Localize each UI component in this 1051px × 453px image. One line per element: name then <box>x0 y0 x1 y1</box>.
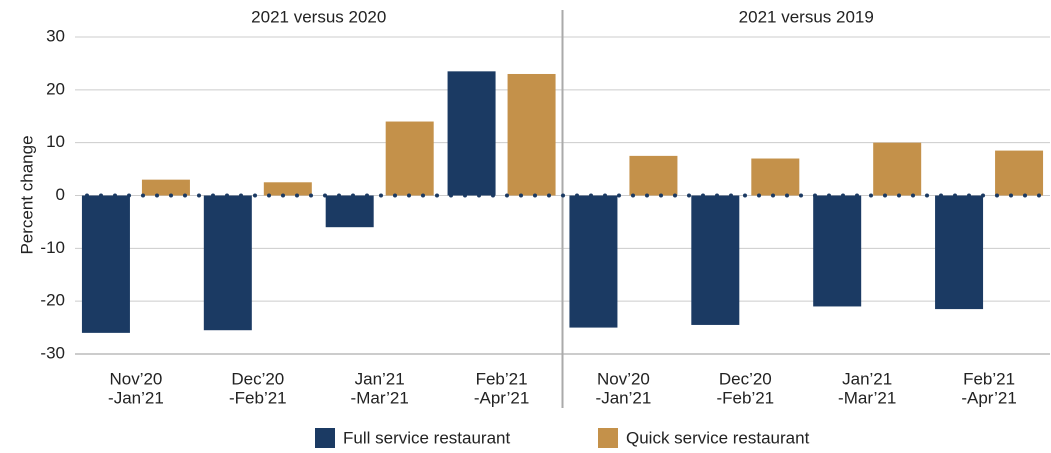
x-tick-label: -Apr’21 <box>474 388 529 407</box>
x-tick-label: Feb’21 <box>963 369 1015 388</box>
bar <box>263 182 312 196</box>
x-tick-label: Jan’21 <box>842 369 892 388</box>
y-axis-label: Percent change <box>17 135 36 254</box>
x-tick-label: Dec’20 <box>719 369 772 388</box>
legend-label: Quick service restaurant <box>626 428 810 447</box>
bar <box>507 73 556 196</box>
x-tick-label: Nov’20 <box>597 369 650 388</box>
bar <box>691 195 740 325</box>
bar <box>995 150 1044 196</box>
x-tick-label: -Feb’21 <box>716 388 774 407</box>
legend-label: Full service restaurant <box>343 428 511 447</box>
x-tick-label: Jan’21 <box>355 369 405 388</box>
panel-title: 2021 versus 2020 <box>251 7 386 26</box>
legend-swatch <box>315 428 335 448</box>
x-tick-label: -Jan’21 <box>108 388 164 407</box>
y-tick-label: 30 <box>46 26 65 45</box>
bar <box>751 158 800 196</box>
bar <box>935 195 984 310</box>
x-tick-label: -Mar’21 <box>838 388 896 407</box>
y-tick-label: -20 <box>40 291 65 310</box>
bar <box>569 195 618 328</box>
x-tick-label: Nov’20 <box>109 369 162 388</box>
bar <box>873 142 922 196</box>
bar <box>325 195 374 228</box>
y-tick-label: 0 <box>56 185 65 204</box>
bar <box>203 195 252 331</box>
bar <box>81 195 130 333</box>
bar <box>141 179 190 196</box>
x-tick-label: -Jan’21 <box>596 388 652 407</box>
bar <box>385 121 434 196</box>
legend-swatch <box>598 428 618 448</box>
y-tick-label: 20 <box>46 79 65 98</box>
y-tick-label: 10 <box>46 132 65 151</box>
x-tick-label: Dec’20 <box>231 369 284 388</box>
x-tick-label: Feb’21 <box>476 369 528 388</box>
bar <box>629 155 678 196</box>
panel-title: 2021 versus 2019 <box>739 7 874 26</box>
x-tick-label: -Mar’21 <box>351 388 409 407</box>
y-tick-label: -30 <box>40 343 65 362</box>
y-tick-label: -10 <box>40 238 65 257</box>
bar <box>447 71 496 196</box>
x-tick-label: -Apr’21 <box>961 388 1016 407</box>
x-tick-label: -Feb’21 <box>229 388 287 407</box>
bar <box>813 195 862 307</box>
